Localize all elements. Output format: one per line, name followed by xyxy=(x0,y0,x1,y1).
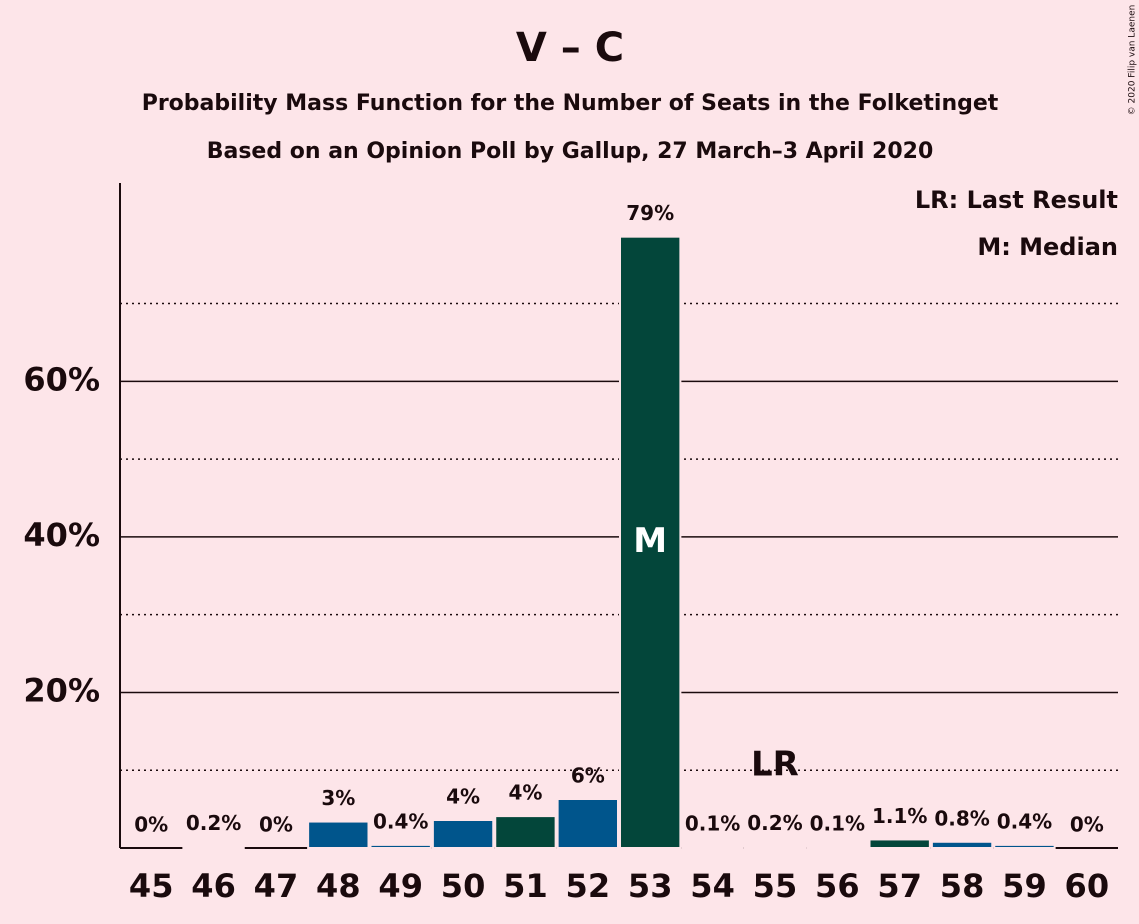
y-tick-label: 20% xyxy=(23,671,100,709)
x-tick-label: 57 xyxy=(877,867,922,905)
bar xyxy=(431,819,495,849)
bar xyxy=(930,840,994,849)
chart-subtitle: Probability Mass Function for the Number… xyxy=(142,91,999,116)
x-tick-label: 49 xyxy=(378,867,423,905)
value-label: 0.4% xyxy=(997,809,1052,833)
x-tick-label: 56 xyxy=(815,867,860,905)
bar xyxy=(868,838,931,850)
value-label: 0% xyxy=(1070,813,1104,837)
value-label: 0.8% xyxy=(934,806,989,830)
x-tick-label: 54 xyxy=(690,867,735,905)
bar xyxy=(993,843,1056,850)
x-tick-label: 59 xyxy=(1002,867,1047,905)
value-label: 79% xyxy=(626,201,674,225)
value-label: 0.2% xyxy=(747,811,802,835)
value-label: 4% xyxy=(508,781,542,805)
bar xyxy=(806,846,869,850)
x-tick-label: 47 xyxy=(254,867,299,905)
value-label: 0.1% xyxy=(685,812,740,836)
legend-entry: M: Median xyxy=(977,233,1118,261)
bar xyxy=(182,845,245,850)
x-tick-label: 51 xyxy=(503,867,548,905)
value-label: 6% xyxy=(571,764,605,788)
x-tick-label: 46 xyxy=(191,867,236,905)
bar xyxy=(556,798,619,849)
median-marker: M xyxy=(633,521,667,561)
bar xyxy=(494,815,557,849)
chart-subtitle: Based on an Opinion Poll by Gallup, 27 M… xyxy=(207,139,934,164)
value-label: 0% xyxy=(259,813,293,837)
x-tick-label: 52 xyxy=(566,867,611,905)
bar xyxy=(619,235,682,849)
x-tick-label: 50 xyxy=(441,867,486,905)
bar xyxy=(743,845,807,850)
copyright: © 2020 Filip van Laenen xyxy=(1128,5,1138,116)
y-tick-label: 40% xyxy=(23,516,100,554)
chart-title: V – C xyxy=(516,25,624,71)
bar xyxy=(307,820,370,849)
bar xyxy=(681,846,744,850)
last-result-marker: LR xyxy=(751,745,799,785)
x-tick-label: 55 xyxy=(753,867,798,905)
value-label: 0.4% xyxy=(373,809,428,833)
value-label: 1.1% xyxy=(872,804,927,828)
x-tick-label: 45 xyxy=(129,867,174,905)
legend-entry: LR: Last Result xyxy=(915,186,1118,214)
y-tick-label: 60% xyxy=(23,360,100,398)
value-label: 4% xyxy=(446,785,480,809)
value-label: 0% xyxy=(134,813,168,837)
x-tick-label: 60 xyxy=(1065,867,1110,905)
value-label: 3% xyxy=(321,786,355,810)
value-label: 0.1% xyxy=(810,812,865,836)
bar xyxy=(369,843,432,850)
x-tick-label: 53 xyxy=(628,867,673,905)
value-label: 0.2% xyxy=(186,811,241,835)
x-tick-label: 58 xyxy=(940,867,985,905)
x-tick-label: 48 xyxy=(316,867,361,905)
